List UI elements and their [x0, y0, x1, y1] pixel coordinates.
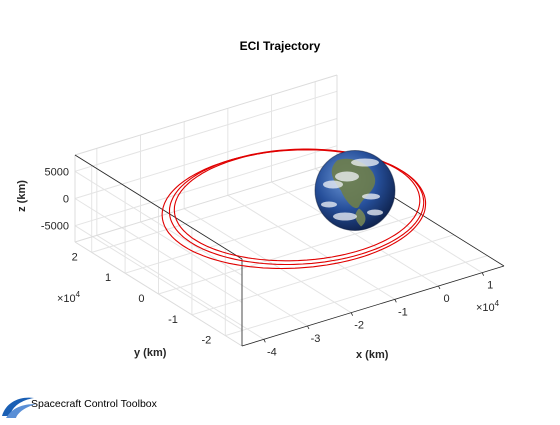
- toolbox-logo-icon: [2, 397, 36, 418]
- earth-cloud: [323, 180, 343, 189]
- grid-line: [74, 145, 338, 227]
- y-tick-label: -2: [202, 335, 212, 347]
- y-tick-label: -1: [168, 314, 178, 326]
- toolbox-brand-text: Spacecraft Control Toolbox: [31, 398, 157, 410]
- grid-line: [74, 225, 243, 331]
- box-edge: [74, 241, 243, 347]
- y-axis-label: y (km): [134, 347, 167, 359]
- y-tick-label: 1: [105, 272, 111, 284]
- y-tick-label: 0: [138, 293, 144, 305]
- grid-line: [158, 213, 421, 295]
- x-axis-line: [241, 265, 505, 347]
- x-tick-label: 1: [487, 280, 493, 292]
- grid-line: [74, 198, 243, 303]
- x-tick: [394, 299, 397, 303]
- z-axis-label: z (km): [16, 180, 28, 212]
- x-tick: [263, 339, 266, 343]
- y-tick-label: 2: [72, 251, 78, 263]
- x-tick: [350, 312, 354, 316]
- x-tick-label: -2: [354, 320, 364, 332]
- grid-line: [74, 118, 338, 199]
- z-axis-line: [74, 154, 243, 260]
- x-axis-label: x (km): [356, 349, 389, 361]
- z-tick-label: 5000: [45, 166, 69, 178]
- earth-cloud: [351, 158, 379, 167]
- x-tick-label: -4: [267, 346, 277, 358]
- x-tick: [481, 272, 485, 276]
- toolbox-brand: [0, 388, 220, 420]
- grid-line: [191, 234, 455, 316]
- earth-landmass: [355, 208, 366, 227]
- x-tick-label: -1: [398, 306, 408, 318]
- grid-line: [74, 90, 338, 172]
- z-tick-label: 0: [63, 194, 69, 206]
- chart-title: ECI Trajectory: [239, 39, 321, 53]
- grid-line: [91, 171, 354, 253]
- x-tick-label: -3: [311, 333, 321, 345]
- x-exponent-label: ×104: [476, 299, 500, 314]
- axes: -4 -3 -2 -1 0 1 -2 -1 0 1 2 5000 0 -5000 ×104 ×104 x (km…: [16, 166, 500, 361]
- box-edge: [74, 74, 338, 156]
- earth-cloud: [321, 201, 337, 208]
- x-tick: [307, 325, 310, 330]
- earth-cloud: [367, 209, 383, 216]
- grid-line: [74, 170, 243, 276]
- z-tick-label: -5000: [41, 221, 69, 233]
- earth-cloud: [335, 171, 359, 182]
- earth-cloud: [362, 193, 380, 200]
- grid-line: [225, 255, 488, 337]
- earth-globe: [314, 150, 396, 231]
- trajectory-loop: [173, 148, 421, 262]
- box-edge: [74, 161, 338, 243]
- y-exponent-power: 4: [76, 290, 81, 299]
- y-exponent-label: ×104: [57, 290, 81, 305]
- x-exponent-power: 4: [495, 299, 500, 308]
- x-tick: [438, 285, 441, 290]
- trajectory: [161, 148, 427, 270]
- earth-limb: [314, 150, 396, 231]
- x-tick-label: 0: [443, 293, 449, 305]
- earth-cloud: [333, 212, 357, 221]
